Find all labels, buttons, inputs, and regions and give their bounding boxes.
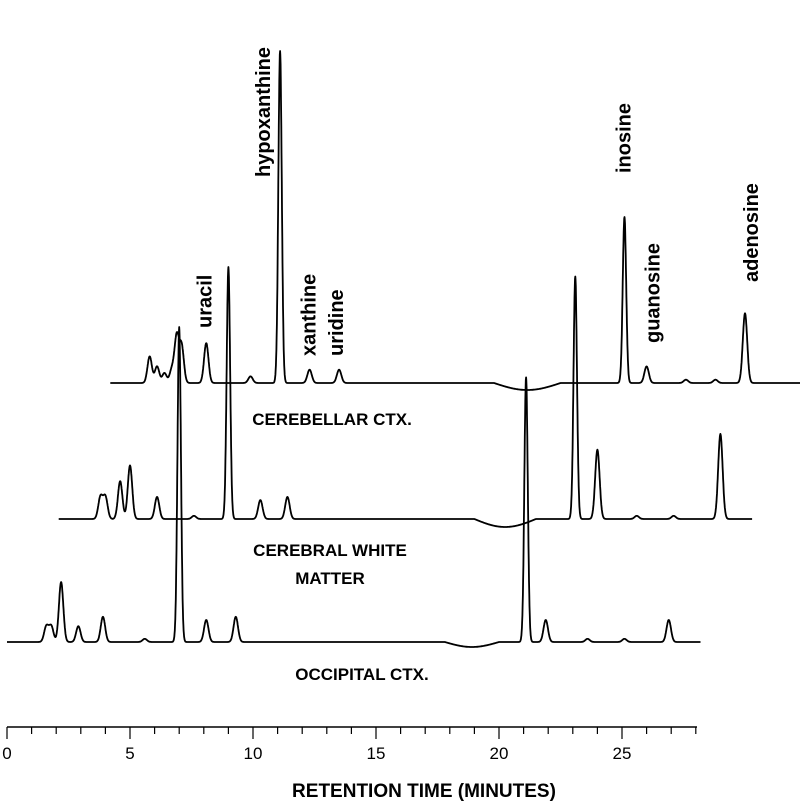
trace-group — [6, 50, 800, 648]
peak-label-hypoxanthine: hypoxanthine — [253, 47, 275, 177]
x-tick-label-15: 15 — [367, 744, 386, 763]
x-tick-label-20: 20 — [490, 744, 509, 763]
peak-label-uracil: uracil — [194, 275, 216, 328]
peak-label-adenosine: adenosine — [741, 183, 763, 282]
x-axis-label: RETENTION TIME (MINUTES) — [292, 781, 556, 802]
peak-label-xanthine: xanthine — [299, 274, 321, 356]
x-tick-label-25: 25 — [613, 744, 632, 763]
trace-label-cerebellar: CEREBELLAR CTX. — [252, 410, 412, 429]
x-tick-label-0: 0 — [2, 744, 11, 763]
peak-label-inosine: inosine — [614, 103, 636, 173]
trace-label-white-matter-line1: CEREBRAL WHITE — [253, 541, 407, 560]
x-tick-group: 0 5 10 15 20 25 — [2, 727, 697, 763]
trace-label-occipital: OCCIPITAL CTX. — [295, 665, 429, 684]
peak-label-uridine: uridine — [326, 289, 348, 356]
trace-line-2 — [58, 266, 753, 528]
trace-line-3 — [6, 326, 702, 648]
x-tick-label-10: 10 — [244, 744, 263, 763]
peak-label-guanosine: guanosine — [643, 243, 665, 343]
x-tick-label-5: 5 — [125, 744, 134, 763]
trace-label-white-matter-line2: MATTER — [295, 569, 365, 588]
peak-label-group: uracil hypoxanthine xanthine uridine inosine… — [194, 47, 763, 356]
trace-line-1 — [109, 50, 800, 391]
